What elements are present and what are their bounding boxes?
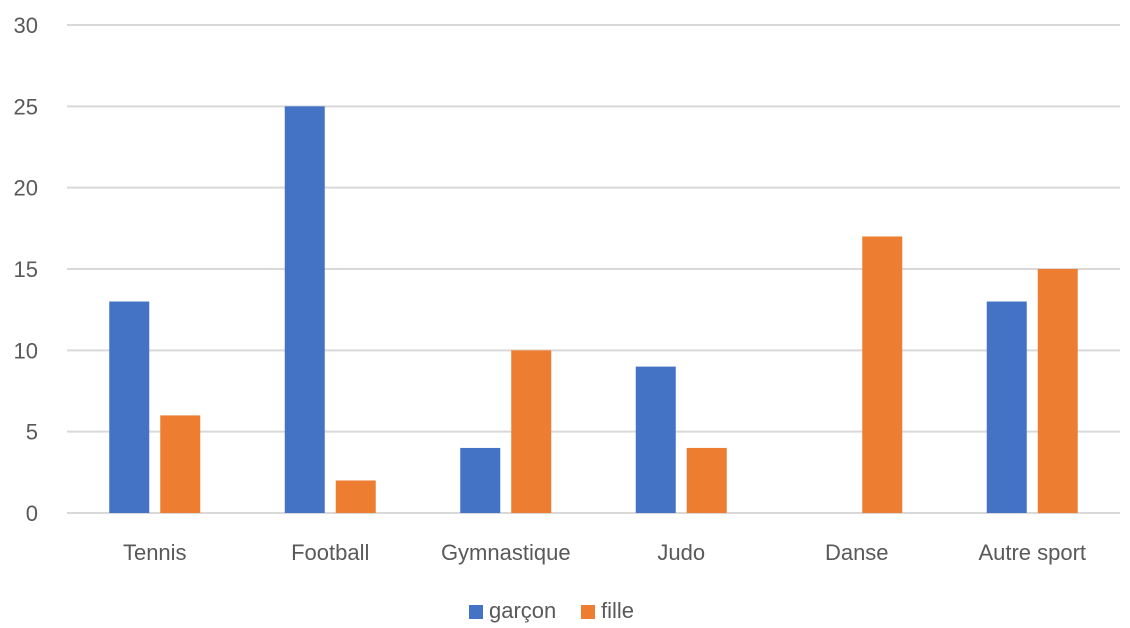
y-tick-label: 20 [14, 176, 38, 201]
y-tick-label: 25 [14, 94, 38, 119]
bar-garcon-1 [284, 106, 325, 513]
x-category-label: Judo [657, 540, 705, 565]
y-tick-label: 0 [26, 501, 38, 526]
bar-garcon-2 [460, 447, 501, 513]
bars [109, 106, 1078, 513]
x-category-label: Football [291, 540, 369, 565]
x-category-label: Gymnastique [441, 540, 571, 565]
bar-garcon-3 [635, 366, 676, 513]
bar-fille-4 [862, 236, 903, 513]
bar-garcon-5 [986, 301, 1027, 513]
legend-swatch-fille [581, 605, 595, 619]
y-tick-label: 15 [14, 257, 38, 282]
bar-fille-3 [686, 447, 727, 513]
legend-swatch-garcon [469, 605, 483, 619]
x-category-label: Tennis [123, 540, 187, 565]
y-tick-label: 30 [14, 13, 38, 38]
bar-garcon-0 [109, 301, 150, 513]
x-axis-labels: Tennis Football Gymnastique Judo Danse Autre … [123, 540, 1086, 565]
x-category-label: Autre sport [978, 540, 1086, 565]
bar-fille-2 [511, 350, 552, 513]
bar-fille-5 [1037, 269, 1078, 513]
bar-fille-0 [160, 415, 201, 513]
gridlines [67, 24, 1120, 514]
bar-fille-1 [335, 480, 376, 513]
x-category-label: Danse [825, 540, 889, 565]
y-tick-label: 5 [26, 420, 38, 445]
legend-label-garcon: garçon [489, 598, 556, 623]
y-tick-label: 10 [14, 338, 38, 363]
y-axis-ticks: 0 5 10 15 20 25 30 [14, 13, 38, 526]
legend-label-fille: fille [601, 598, 634, 623]
legend: garçon fille [469, 598, 634, 623]
